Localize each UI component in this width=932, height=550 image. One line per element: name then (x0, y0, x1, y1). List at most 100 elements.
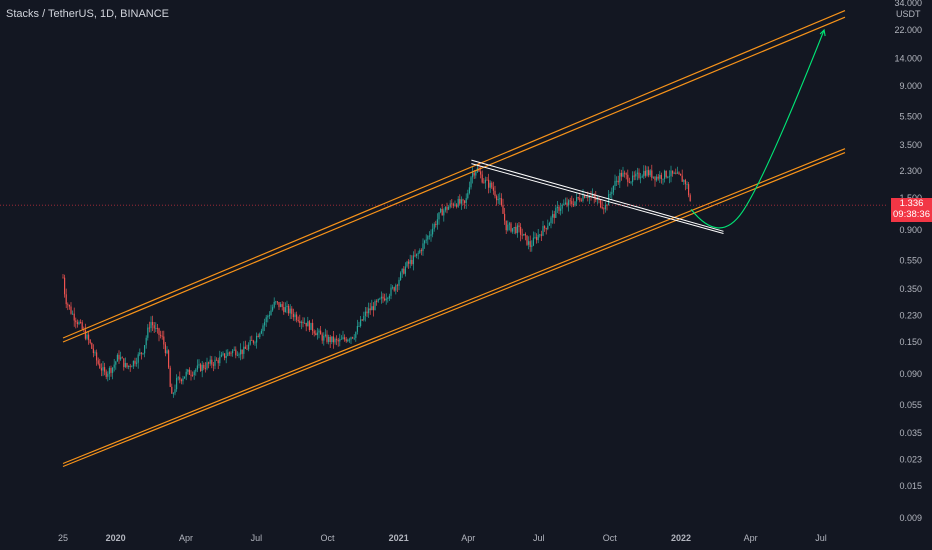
candle-body (628, 181, 630, 183)
candle-body (534, 237, 536, 238)
candle-body (531, 245, 533, 247)
candle-body (172, 393, 174, 395)
candle-body (121, 357, 123, 359)
candle-body (336, 338, 338, 340)
candle-body (337, 339, 339, 342)
candle-body (524, 234, 526, 236)
candle-body (472, 172, 474, 178)
candle-body (345, 339, 347, 342)
candle-body (656, 176, 658, 181)
candle-body (414, 255, 416, 257)
candle-body (225, 356, 227, 358)
candle-body (430, 234, 432, 236)
candle-body (404, 266, 406, 274)
x-tick-label: Apr (179, 533, 193, 543)
candle-body (332, 336, 334, 343)
candle-body (104, 367, 106, 372)
current-price: 1.336 (899, 198, 924, 209)
candle-body (358, 326, 360, 327)
candle-body (390, 287, 392, 296)
candle-body (513, 227, 515, 229)
time-axis[interactable] (0, 531, 932, 550)
candle-body (313, 331, 315, 334)
candle-body (384, 298, 386, 301)
candle-body (161, 335, 163, 337)
candle-body (616, 180, 618, 182)
candle-body (62, 277, 64, 279)
candle-body (676, 172, 678, 174)
channel-line[interactable] (62, 148, 846, 465)
candle-body (163, 336, 165, 345)
candle-body (316, 332, 318, 336)
candle-body (526, 235, 528, 245)
candle-body (182, 378, 184, 382)
channel-line[interactable] (62, 16, 846, 343)
candle-body (580, 200, 582, 202)
trendline[interactable] (471, 163, 724, 234)
candle-body (662, 178, 664, 180)
candle-body (216, 359, 218, 361)
candle-body (684, 180, 686, 185)
projection-curve[interactable] (690, 29, 825, 229)
candle-body (147, 327, 149, 338)
candle-body (233, 349, 235, 351)
candle-body (100, 368, 102, 371)
candle-body (188, 369, 190, 375)
candle-body (675, 172, 677, 174)
candle-body (592, 194, 594, 196)
candle-body (169, 367, 171, 387)
candle-body (265, 317, 267, 322)
candle-body (249, 340, 251, 345)
candle-body (523, 234, 525, 236)
candle-body (236, 355, 238, 357)
candle-body (324, 334, 326, 336)
candle-body (683, 180, 685, 182)
candle-body (659, 174, 661, 179)
currency-label: USDT (896, 9, 921, 19)
candle-body (76, 322, 78, 324)
candle-body (273, 301, 275, 308)
candle-body (638, 172, 640, 178)
candle-body (516, 225, 518, 234)
candle-body (264, 322, 266, 326)
candle-body (376, 301, 378, 302)
candle-body (640, 177, 642, 179)
candle-body (204, 368, 206, 369)
candle-body (208, 362, 210, 364)
candle-body (96, 352, 98, 361)
candle-body (644, 170, 646, 176)
candle-body (222, 353, 224, 355)
candle-body (588, 195, 590, 198)
candle-body (512, 228, 514, 232)
candle-body (372, 306, 374, 311)
candle-body (268, 315, 270, 317)
trendline[interactable] (471, 159, 724, 232)
candle-body (305, 322, 307, 327)
candle-body (464, 200, 466, 203)
candle-body (145, 337, 147, 346)
candle-body (84, 329, 86, 339)
candle-body (601, 207, 603, 209)
candle-body (88, 334, 90, 340)
price-axis[interactable] (888, 0, 932, 531)
candle-body (673, 172, 675, 174)
candle-body (148, 327, 150, 329)
candle-body (180, 379, 182, 382)
candle-body (212, 364, 214, 366)
candle-body (356, 326, 358, 332)
candle-body (166, 350, 168, 354)
candle-body (64, 277, 66, 295)
candle-body (144, 345, 146, 354)
candle-body (137, 354, 139, 363)
y-tick-label: 14.000 (894, 53, 922, 63)
candle-body (400, 272, 402, 280)
y-tick-label: 0.150 (899, 337, 922, 347)
candle-body (425, 239, 427, 241)
candle-body (428, 235, 430, 237)
channel-line[interactable] (62, 10, 846, 339)
candle-body (572, 204, 574, 206)
candle-body (540, 234, 542, 236)
candle-body (270, 310, 272, 316)
